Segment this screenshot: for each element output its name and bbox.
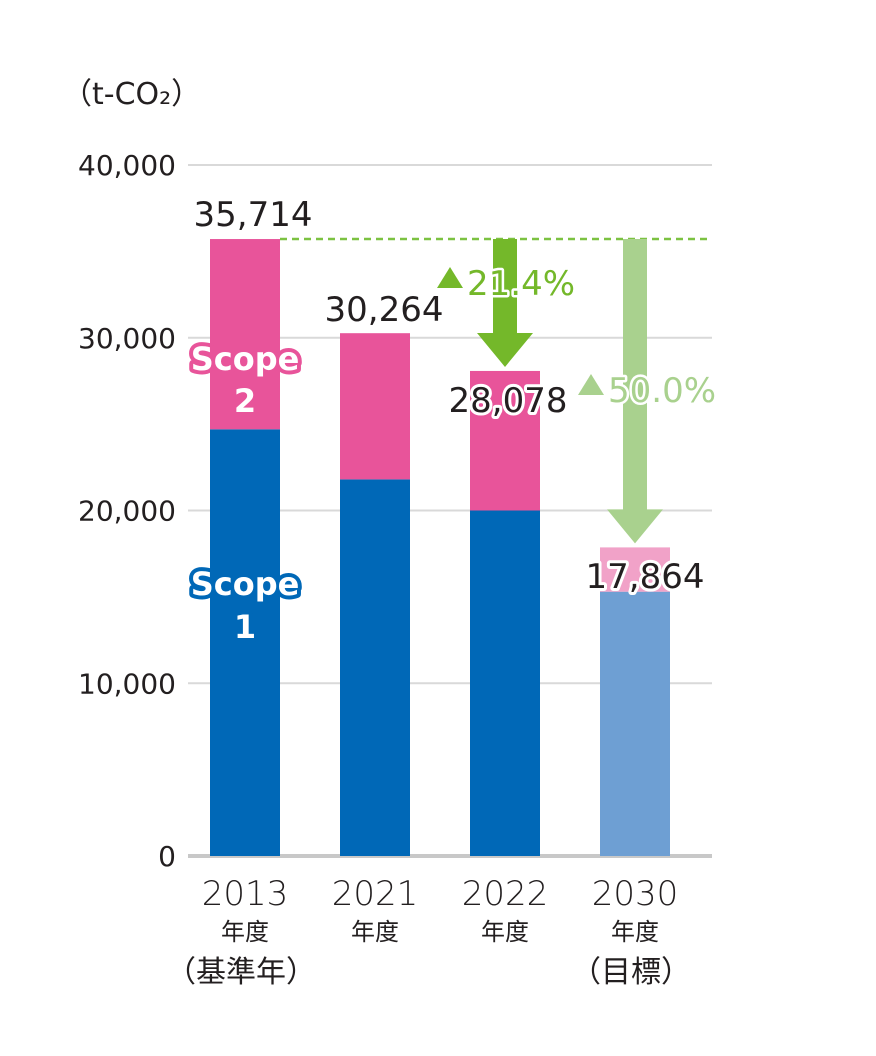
- scope2-bar-2021: [340, 333, 410, 480]
- y-tick-label: 10,000: [78, 667, 176, 700]
- total-label-2021: 30,264: [325, 290, 444, 330]
- reduction-arrows: [477, 239, 663, 544]
- value-labels: 35,714 30,264 28,078 17,864 21.4% 50.0% Scope 1…: [187, 192, 719, 650]
- x-tick-label-sub: 年度: [611, 918, 659, 946]
- scope2-bar-2013: [210, 239, 280, 430]
- y-tick-label: 20,000: [78, 495, 176, 528]
- reduction-arrow: [477, 239, 533, 367]
- total-label-2013: 35,714: [194, 195, 313, 235]
- x-tick-label-note: （基準年）: [166, 955, 316, 990]
- triangle-icon: [437, 267, 463, 288]
- scope2-bar-2022: [470, 370, 540, 511]
- bars: [210, 239, 670, 856]
- x-tick-label-year: 2022: [462, 874, 549, 914]
- reduction-arrow: [607, 239, 663, 544]
- scope1-bar-2021: [340, 479, 410, 856]
- triangle-icon: [578, 374, 604, 395]
- x-tick-label-year: 2013: [202, 874, 289, 914]
- series-label-scope1: Scope: [191, 565, 300, 603]
- y-tick-label: 30,000: [78, 322, 176, 355]
- unit-label: （t-CO₂）: [62, 77, 201, 112]
- y-axis: 0 10,000 20,000 30,000 40,000: [78, 149, 176, 873]
- scope1-bar-2013: [210, 429, 280, 856]
- x-tick-label-sub: 年度: [481, 918, 529, 946]
- x-tick-label-sub: 年度: [221, 918, 269, 946]
- x-tick-label-year: 2021: [332, 874, 419, 914]
- x-tick-label-sub: 年度: [351, 918, 399, 946]
- series-label-scope1: 1: [234, 608, 256, 646]
- total-label-2022: 28,078: [449, 381, 568, 421]
- reduction-percent-label: 50.0%: [608, 371, 716, 411]
- y-tick-label: 40,000: [78, 149, 176, 182]
- series-label-scope2: Scope: [191, 340, 300, 378]
- x-tick-label-note: （目標）: [571, 955, 691, 990]
- scope1-bar-2030: [600, 591, 670, 856]
- x-axis: 2013 年度 （基準年） 2021 年度 2022 年度 2030 年度 （目標）: [166, 874, 691, 990]
- series-label-scope2: 2: [234, 382, 256, 420]
- scope1-bar-2022: [470, 510, 540, 856]
- x-tick-label-year: 2030: [592, 874, 679, 914]
- scope2-bar-2030: [600, 547, 670, 592]
- total-label-2030: 17,864: [586, 557, 705, 597]
- y-tick-label: 0: [158, 840, 176, 873]
- reduction-percent-label: 21.4%: [467, 264, 575, 304]
